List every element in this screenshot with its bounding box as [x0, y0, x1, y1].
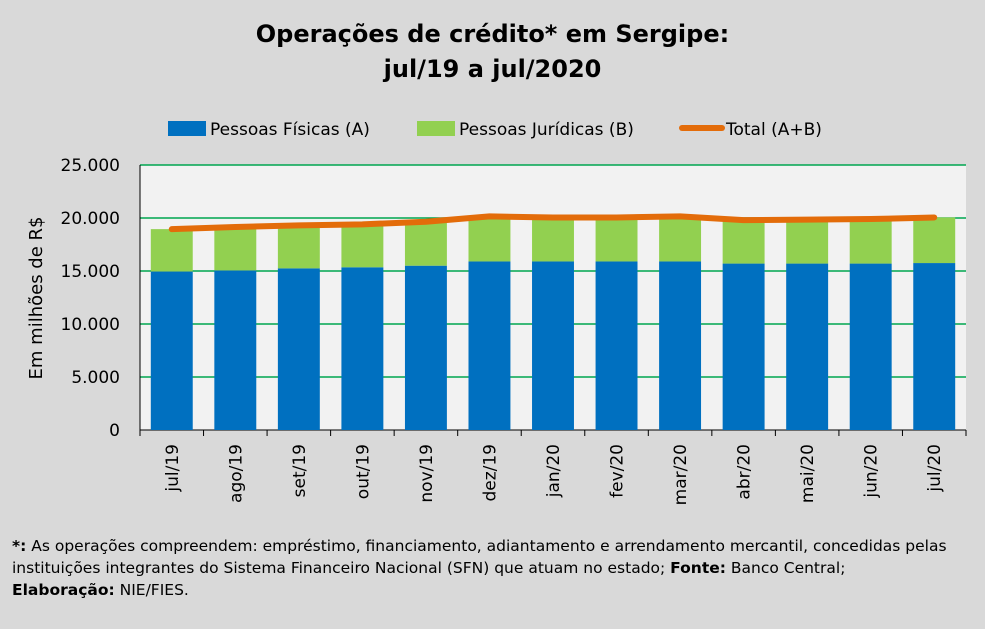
bar-pessoas-juridicas [532, 217, 574, 262]
x-axis-ticks: jul/19 ago/19 set/19 out/19 nov/19 dez/19 jan/… [139, 430, 967, 505]
y-tick-label: 15.000 [61, 262, 120, 282]
footnote-fonte-text: Banco Central; [725, 559, 846, 577]
footnote-elab-label: Elaboração: [12, 581, 115, 599]
bar-pessoas-juridicas [786, 219, 829, 264]
bar-pessoas-fisicas [849, 263, 892, 430]
x-tick-label: fev/20 [608, 444, 628, 498]
x-tick-label: jan/20 [544, 444, 564, 498]
bar-pessoas-fisicas [659, 261, 702, 430]
bar-pessoas-fisicas [468, 261, 511, 430]
bar-pessoas-fisicas [150, 271, 193, 430]
bar-pessoas-juridicas [341, 224, 384, 268]
bar-pessoas-fisicas [722, 263, 765, 430]
bar-pessoas-fisicas [595, 261, 638, 430]
x-tick-label: jul/20 [925, 444, 945, 493]
x-tick-label: out/19 [353, 444, 373, 499]
total-line [168, 213, 938, 233]
bar-pessoas-fisicas [913, 263, 956, 430]
legend-swatch-pj [417, 121, 455, 136]
x-tick-label: dez/19 [480, 444, 500, 502]
bar-pessoas-juridicas [277, 225, 320, 269]
y-tick-label: 5.000 [71, 368, 120, 388]
bar-pessoas-fisicas [404, 265, 447, 430]
footnote-fonte-label: Fonte: [670, 559, 726, 577]
legend: Pessoas Físicas (A) Pessoas Jurídicas (B… [168, 120, 822, 140]
bar-pessoas-juridicas [150, 229, 193, 272]
legend-swatch-pf [168, 121, 206, 136]
x-tick-label: abr/20 [735, 444, 755, 500]
y-tick-label: 0 [109, 421, 120, 441]
bar-pessoas-juridicas [214, 227, 257, 271]
x-tick-label: mar/20 [671, 444, 691, 505]
bar-pessoas-fisicas [277, 268, 320, 430]
bar-pessoas-juridicas [659, 216, 702, 262]
x-tick-label: set/19 [290, 444, 310, 497]
bar-pessoas-fisicas [786, 263, 829, 430]
x-tick-label: nov/19 [417, 444, 437, 503]
y-tick-label: 10.000 [61, 315, 120, 335]
y-tick-label: 20.000 [61, 209, 120, 229]
bar-pessoas-fisicas [341, 267, 384, 430]
legend-label-total: Total (A+B) [725, 120, 822, 140]
bar-pessoas-fisicas [532, 261, 574, 430]
chart-title: Operações de crédito* em Sergipe: [255, 20, 730, 48]
bar-pessoas-juridicas [404, 221, 447, 266]
footnote-mark: *: [12, 537, 27, 555]
bar-pessoas-juridicas [468, 216, 511, 262]
legend-label-pf: Pessoas Físicas (A) [210, 120, 370, 140]
total-line-group [168, 213, 938, 233]
y-axis-ticks: 0 5.000 10.000 15.000 20.000 25.000 [61, 156, 120, 441]
y-tick-label: 25.000 [61, 156, 120, 176]
bar-pessoas-juridicas [722, 220, 765, 264]
x-tick-label: ago/19 [226, 444, 246, 503]
footnote-elab-text: NIE/FIES. [114, 581, 189, 599]
bars [150, 216, 956, 430]
bar-pessoas-juridicas [849, 219, 892, 264]
chart-subtitle: jul/19 a jul/2020 [383, 55, 602, 83]
x-tick-label: mai/20 [798, 444, 818, 503]
x-tick-label: jun/20 [862, 444, 882, 499]
legend-label-pj: Pessoas Jurídicas (B) [459, 120, 634, 140]
bar-pessoas-juridicas [913, 217, 956, 264]
y-axis-title: Em milhões de R$ [26, 217, 47, 380]
bar-pessoas-fisicas [214, 270, 257, 430]
footnote-text: As operações compreendem: empréstimo, fi… [12, 537, 947, 577]
footnote: *: As operações compreendem: empréstimo,… [12, 535, 977, 601]
x-tick-label: jul/19 [163, 444, 183, 493]
bar-pessoas-juridicas [595, 217, 638, 262]
